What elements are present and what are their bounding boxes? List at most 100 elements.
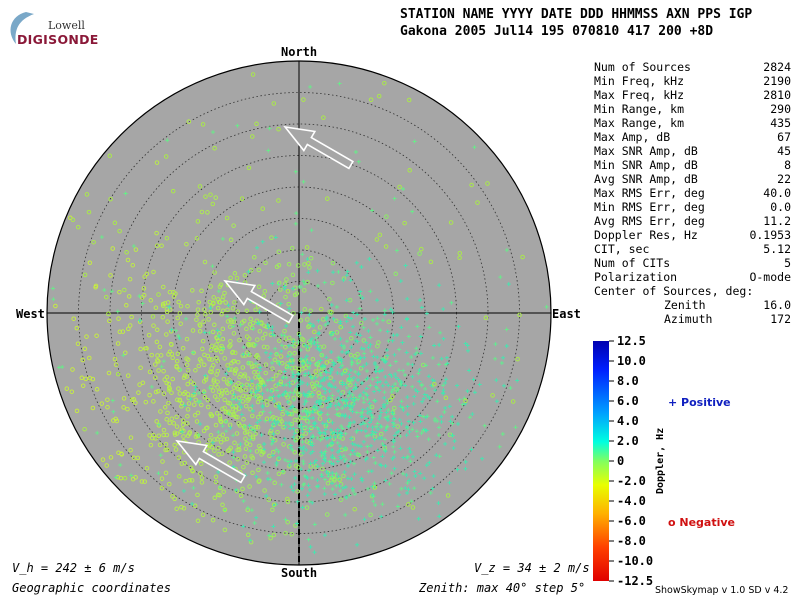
negative-source-point — [306, 261, 311, 266]
negative-source-point — [246, 396, 252, 402]
negative-source-point — [108, 273, 113, 278]
positive-source-point — [323, 387, 328, 392]
negative-source-point — [212, 448, 217, 453]
positive-source-point — [358, 411, 363, 416]
positive-source-point — [354, 429, 359, 434]
positive-source-point — [333, 492, 338, 497]
negative-source-point — [125, 373, 131, 378]
negative-source-point — [309, 381, 315, 387]
positive-source-point — [324, 421, 329, 426]
negative-source-point — [220, 432, 226, 437]
negative-source-point — [193, 397, 198, 403]
positive-source-point — [297, 391, 302, 396]
negative-source-point — [213, 422, 219, 428]
negative-source-point — [148, 442, 154, 448]
negative-source-point — [298, 357, 303, 363]
positive-source-point — [318, 431, 323, 436]
positive-source-point — [284, 383, 289, 387]
positive-source-point — [383, 437, 387, 442]
positive-source-point — [230, 403, 235, 408]
negative-source-point — [105, 404, 110, 410]
positive-source-point — [367, 420, 372, 425]
negative-source-point — [269, 387, 275, 393]
positive-source-point — [331, 462, 336, 466]
positive-source-point — [370, 429, 375, 434]
positive-source-point — [273, 346, 278, 351]
positive-source-point — [418, 419, 423, 424]
positive-source-point — [358, 355, 363, 360]
positive-source-point — [308, 438, 313, 443]
negative-source-point — [257, 478, 262, 483]
positive-source-point — [394, 375, 398, 380]
negative-source-point — [165, 447, 170, 452]
positive-source-point — [156, 471, 161, 476]
positive-source-point — [437, 425, 441, 430]
positive-source-point — [336, 355, 341, 360]
positive-source-point — [321, 435, 326, 440]
positive-source-point — [339, 357, 344, 362]
negative-source-point — [238, 372, 243, 377]
positive-source-point — [306, 468, 311, 473]
positive-source-point — [382, 390, 387, 395]
negative-source-point — [175, 351, 181, 357]
positive-source-point — [157, 422, 162, 427]
negative-source-point — [390, 394, 395, 399]
positive-source-point — [272, 419, 277, 423]
negative-source-point — [283, 344, 288, 350]
negative-source-point — [248, 316, 253, 322]
positive-source-point — [346, 349, 351, 354]
negative-source-point — [185, 381, 190, 387]
negative-source-point — [167, 385, 172, 390]
negative-source-point — [172, 442, 177, 448]
positive-source-point — [310, 336, 314, 341]
positive-source-point — [261, 383, 266, 388]
positive-source-point — [239, 412, 244, 417]
stat-value: 8 — [784, 158, 791, 172]
positive-source-point — [334, 305, 339, 309]
positive-source-point — [350, 441, 355, 446]
positive-source-point — [377, 436, 382, 441]
negative-source-point — [305, 279, 310, 285]
negative-source-point — [82, 346, 88, 352]
positive-source-point — [292, 431, 297, 436]
negative-source-point — [269, 416, 275, 421]
negative-source-point — [271, 101, 277, 106]
positive-source-point — [366, 486, 370, 491]
positive-source-point — [302, 373, 307, 378]
negative-source-point — [342, 368, 348, 373]
negative-source-point — [162, 377, 167, 382]
positive-source-point — [333, 385, 338, 390]
negative-source-point — [91, 239, 96, 245]
negative-source-point — [142, 274, 147, 279]
negative-source-point — [115, 341, 121, 346]
positive-source-point — [401, 187, 406, 191]
negative-source-point — [190, 288, 195, 293]
positive-source-point — [176, 334, 181, 338]
negative-source-point — [259, 379, 264, 385]
negative-source-point — [154, 327, 160, 333]
positive-source-point — [338, 392, 343, 397]
positive-source-point — [383, 359, 388, 364]
positive-source-point — [216, 430, 221, 435]
center-azimuth-value: 172 — [770, 312, 791, 326]
negative-source-point — [231, 394, 236, 400]
positive-source-point — [381, 357, 386, 362]
positive-source-point — [351, 375, 356, 380]
positive-source-point — [115, 309, 120, 314]
positive-source-point — [319, 410, 324, 415]
negative-source-point — [100, 457, 106, 462]
positive-source-point — [231, 324, 236, 329]
negative-source-point — [179, 504, 184, 510]
positive-source-point — [373, 461, 378, 465]
positive-source-point — [406, 419, 411, 424]
positive-source-point — [325, 412, 330, 417]
positive-source-point — [297, 284, 302, 289]
negative-source-point — [136, 390, 141, 395]
positive-source-point — [180, 429, 185, 434]
negative-source-point — [141, 286, 147, 291]
positive-source-point — [273, 422, 278, 427]
negative-source-point — [215, 385, 220, 390]
positive-source-point — [225, 314, 230, 319]
negative-source-point — [243, 387, 249, 393]
positive-source-point — [282, 369, 287, 374]
